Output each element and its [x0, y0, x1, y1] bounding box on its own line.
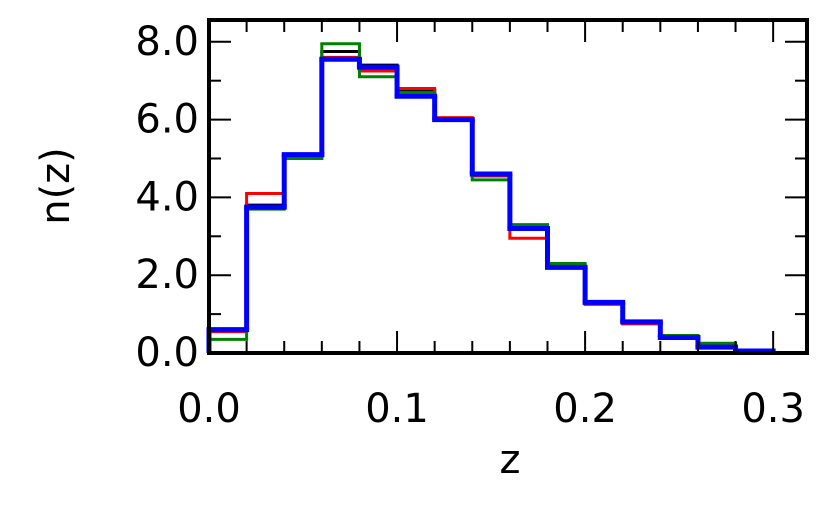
x-tick-label: 0.3	[741, 386, 805, 432]
x-tick-label: 0.1	[365, 386, 429, 432]
x-tick-label: 0.0	[177, 386, 241, 432]
y-tick-label: 0.0	[135, 330, 199, 376]
y-tick-label: 6.0	[135, 97, 199, 143]
y-axis-label: n(z)	[33, 147, 79, 225]
x-tick-label: 0.2	[553, 386, 617, 432]
y-tick-label: 2.0	[135, 252, 199, 298]
y-tick-label: 4.0	[135, 174, 199, 220]
x-axis-label: z	[500, 437, 521, 483]
y-tick-label: 8.0	[135, 19, 199, 65]
plot-frame	[207, 18, 809, 355]
